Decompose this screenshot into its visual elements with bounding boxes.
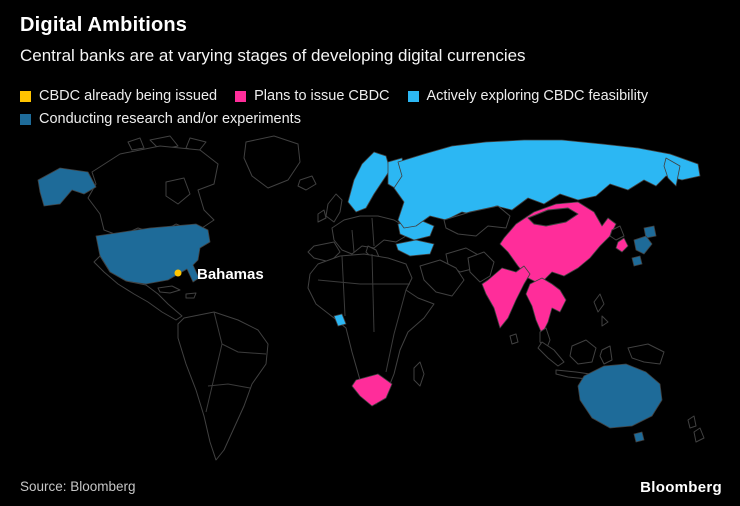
- island-new-guinea: [627, 343, 665, 365]
- continent-africa: [307, 253, 435, 405]
- country-border-line: [385, 289, 407, 373]
- legend-swatch-issued: [20, 90, 31, 102]
- page-subtitle: Central banks are at varying stages of d…: [20, 46, 526, 65]
- country-south-korea: [615, 237, 629, 253]
- bloomberg-logo: Bloomberg: [640, 479, 722, 496]
- legend-label-plans: Plans to issue CBDC: [254, 88, 390, 104]
- region-pakistan-afghanistan: [467, 251, 495, 283]
- country-border-line: [207, 383, 251, 389]
- country-canada: [87, 145, 219, 237]
- legend-item-issued: CBDC already being issued: [20, 88, 217, 104]
- island-sri-lanka: [509, 333, 519, 345]
- region-europe-mainland: [331, 215, 407, 255]
- country-ghana: [333, 313, 347, 327]
- country-iceland: [297, 175, 317, 191]
- country-greenland: [243, 135, 301, 189]
- world-map-svg: Bahamas: [37, 135, 705, 461]
- country-ireland: [317, 209, 327, 223]
- legend-label-research: Conducting research and/or experiments: [39, 111, 301, 127]
- page-title: Digital Ambitions: [20, 14, 188, 36]
- island-sulawesi: [599, 345, 613, 365]
- island-philippines: [593, 293, 605, 313]
- country-new-zealand: [693, 427, 705, 443]
- island-philippines: [601, 315, 609, 327]
- country-japan-hokkaido: [643, 225, 657, 239]
- country-australia: [577, 363, 663, 429]
- country-mexico-central-america: [93, 255, 183, 321]
- island-borneo: [569, 339, 597, 365]
- country-border-line: [371, 253, 375, 333]
- legend-label-exploring: Actively exploring CBDC feasibility: [426, 88, 649, 104]
- country-new-zealand: [687, 415, 697, 429]
- chart-header: Digital Ambitions Central banks are at v…: [20, 14, 720, 66]
- country-mongolia: [527, 207, 579, 227]
- region-kamchatka: [663, 157, 681, 187]
- country-india: [481, 265, 531, 329]
- island-madagascar: [413, 361, 425, 387]
- country-border-line: [371, 217, 375, 247]
- country-border-line: [221, 343, 267, 355]
- country-turkey: [395, 239, 435, 257]
- bahamas-marker: [174, 269, 182, 277]
- legend-item-exploring: Actively exploring CBDC feasibility: [407, 88, 649, 104]
- hudson-bay: [165, 177, 191, 205]
- legend-item-research: Conducting research and/or experiments: [20, 111, 301, 127]
- country-united-kingdom: [325, 193, 343, 223]
- region-alaska: [37, 167, 97, 207]
- country-japan-kyushu: [631, 255, 643, 267]
- legend: CBDC already being issued Plans to issue…: [20, 88, 726, 127]
- island-cuba: [157, 285, 181, 294]
- country-north-korea: [609, 225, 625, 241]
- bahamas-label: Bahamas: [197, 266, 264, 283]
- region-southeast-asia: [525, 277, 567, 335]
- legend-swatch-research: [20, 113, 31, 125]
- source-note: Source: Bloomberg: [20, 479, 136, 494]
- legend-swatch-exploring: [407, 90, 419, 102]
- island-tasmania: [633, 431, 645, 443]
- country-border-line: [351, 229, 355, 253]
- country-south-africa: [351, 373, 393, 407]
- arctic-island: [127, 137, 145, 151]
- country-border-line: [317, 279, 410, 285]
- country-border-line: [341, 255, 346, 317]
- country-japan-honshu: [633, 235, 653, 255]
- island-sumatra: [537, 341, 565, 367]
- legend-item-plans: Plans to issue CBDC: [235, 88, 390, 104]
- island-hispaniola: [185, 292, 197, 299]
- region-central-asia: [443, 205, 511, 237]
- world-map: Bahamas: [0, 132, 740, 472]
- legend-swatch-plans: [235, 90, 247, 102]
- continent-south-america: [177, 311, 269, 461]
- region-arabian-peninsula: [419, 259, 465, 297]
- region-scandinavia: [347, 151, 391, 213]
- legend-label-issued: CBDC already being issued: [39, 88, 218, 104]
